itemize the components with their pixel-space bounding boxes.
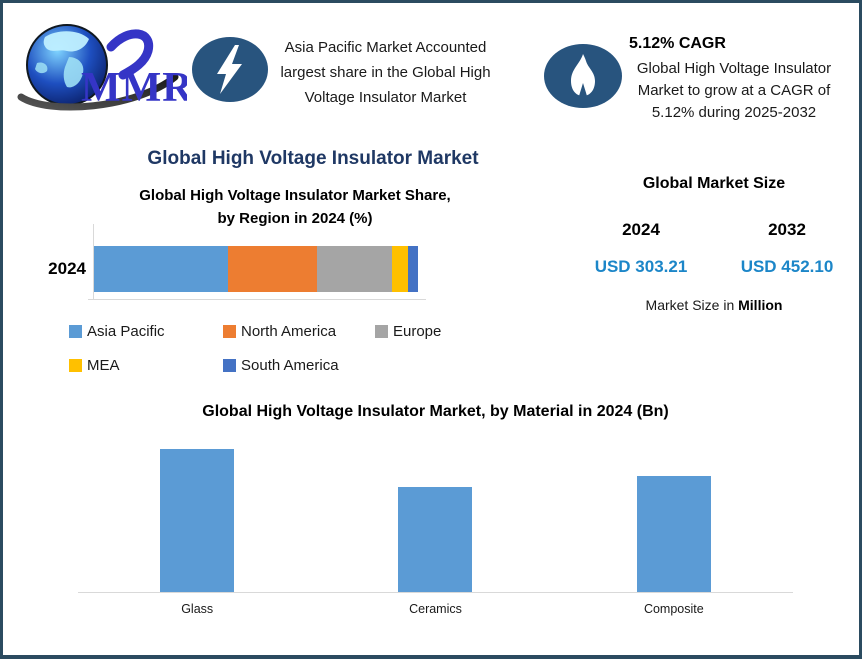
material-chart-title: Global High Voltage Insulator Market, by… [202, 403, 669, 420]
legend-swatch-icon [223, 325, 236, 338]
mmr-logo: MMR [15, 19, 193, 113]
material-column-glass [78, 443, 316, 592]
region-chart-title: Global High Voltage Insulator Market Sha… [65, 184, 525, 230]
region-y-axis-line [93, 224, 94, 299]
material-bar-glass [160, 448, 235, 592]
market-size-value-2032: USD 452.10 [740, 257, 834, 276]
legend-label: North America [241, 323, 337, 340]
footnote-prefix: Market Size in [645, 297, 739, 313]
legend-item-asia-pacific: Asia Pacific [69, 323, 223, 340]
market-size-year-2024: 2024 [622, 220, 660, 239]
market-size-title: Global Market Size [642, 175, 786, 192]
cagr-line: Global High Voltage Insulator [636, 60, 832, 77]
flame-icon [543, 43, 623, 109]
region-chart-title-line: Global High Voltage Insulator Market Sha… [139, 187, 451, 204]
legend-label: South America [241, 357, 339, 374]
legend-item-south-america: South America [223, 357, 375, 374]
highlight-line: Asia Pacific Market Accounted [284, 39, 487, 56]
legend-item-north-america: North America [223, 323, 375, 340]
region-legend: Asia Pacific North America Europe MEA South … [69, 323, 441, 374]
legend-item-europe: Europe [375, 323, 441, 340]
region-stacked-bar [94, 246, 418, 292]
bar-segment-south-america [408, 246, 418, 292]
highlight-line: largest share in the Global High [280, 64, 491, 81]
highlight-cagr: 5.12% CAGR Global High Voltage Insulator… [615, 33, 853, 124]
legend-label: Europe [393, 323, 442, 340]
material-bar-composite [636, 475, 711, 592]
market-size-panel: Global Market Size 2024 2032 USD 303.21 … [568, 175, 859, 313]
logo-text: MMR [81, 65, 187, 111]
bar-segment-europe [316, 246, 392, 292]
legend-label: Asia Pacific [87, 323, 165, 340]
material-bar-ceramics [398, 486, 473, 592]
market-size-value-2024: USD 303.21 [594, 257, 688, 276]
legend-swatch-icon [69, 359, 82, 372]
material-label-composite: Composite [643, 602, 704, 616]
market-size-year-2032: 2032 [768, 220, 806, 239]
legend-swatch-icon [223, 359, 236, 372]
bar-segment-mea [391, 246, 409, 292]
bar-segment-asia-pacific [94, 246, 229, 292]
legend-label: MEA [87, 357, 120, 374]
region-x-axis-line [88, 299, 426, 300]
material-labels: Glass Ceramics Composite [78, 602, 793, 616]
globe-icon: MMR [17, 24, 193, 111]
legend-swatch-icon [69, 325, 82, 338]
highlight-line: Voltage Insulator Market [304, 89, 467, 106]
bar-segment-north-america [228, 246, 317, 292]
cagr-line: Market to grow at a CAGR of [637, 82, 831, 99]
material-label-ceramics: Ceramics [409, 602, 462, 616]
legend-swatch-icon [375, 325, 388, 338]
material-column-composite [555, 443, 793, 592]
footnote-unit: Million [738, 297, 783, 313]
material-chart: Global High Voltage Insulator Market, by… [78, 403, 793, 616]
material-column-ceramics [316, 443, 554, 592]
highlight-asia-pacific: Asia Pacific Market Accounted largest sh… [258, 35, 513, 110]
region-chart-title-line: by Region in 2024 (%) [217, 210, 373, 227]
legend-item-mea: MEA [69, 357, 223, 374]
cagr-line: 5.12% during 2025-2032 [651, 104, 817, 121]
cagr-heading: 5.12% CAGR [629, 35, 726, 52]
material-label-glass: Glass [181, 602, 214, 616]
lightning-icon [191, 36, 269, 103]
page-title: Global High Voltage Insulator Market [147, 148, 479, 169]
region-category-label: 2024 [48, 259, 86, 278]
material-plot [78, 443, 793, 593]
market-size-footnote: Market Size in Million [568, 297, 859, 313]
